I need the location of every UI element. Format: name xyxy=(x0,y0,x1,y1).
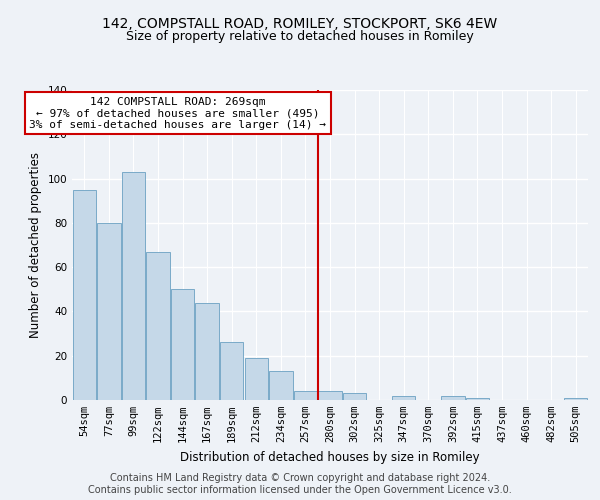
Text: Size of property relative to detached houses in Romiley: Size of property relative to detached ho… xyxy=(126,30,474,43)
Bar xyxy=(122,172,145,400)
Bar xyxy=(220,342,244,400)
Y-axis label: Number of detached properties: Number of detached properties xyxy=(29,152,42,338)
Bar xyxy=(146,252,170,400)
Bar xyxy=(564,398,587,400)
Bar xyxy=(196,302,219,400)
Bar xyxy=(73,190,96,400)
Bar xyxy=(441,396,464,400)
Bar xyxy=(319,391,341,400)
Bar xyxy=(97,223,121,400)
Text: Contains HM Land Registry data © Crown copyright and database right 2024.
Contai: Contains HM Land Registry data © Crown c… xyxy=(88,474,512,495)
Bar xyxy=(171,290,194,400)
Bar xyxy=(269,371,293,400)
Bar xyxy=(392,396,415,400)
Bar xyxy=(294,391,317,400)
Bar xyxy=(343,394,366,400)
Bar xyxy=(466,398,489,400)
Bar xyxy=(245,358,268,400)
X-axis label: Distribution of detached houses by size in Romiley: Distribution of detached houses by size … xyxy=(180,450,480,464)
Text: 142 COMPSTALL ROAD: 269sqm
← 97% of detached houses are smaller (495)
3% of semi: 142 COMPSTALL ROAD: 269sqm ← 97% of deta… xyxy=(29,96,326,130)
Text: 142, COMPSTALL ROAD, ROMILEY, STOCKPORT, SK6 4EW: 142, COMPSTALL ROAD, ROMILEY, STOCKPORT,… xyxy=(103,18,497,32)
